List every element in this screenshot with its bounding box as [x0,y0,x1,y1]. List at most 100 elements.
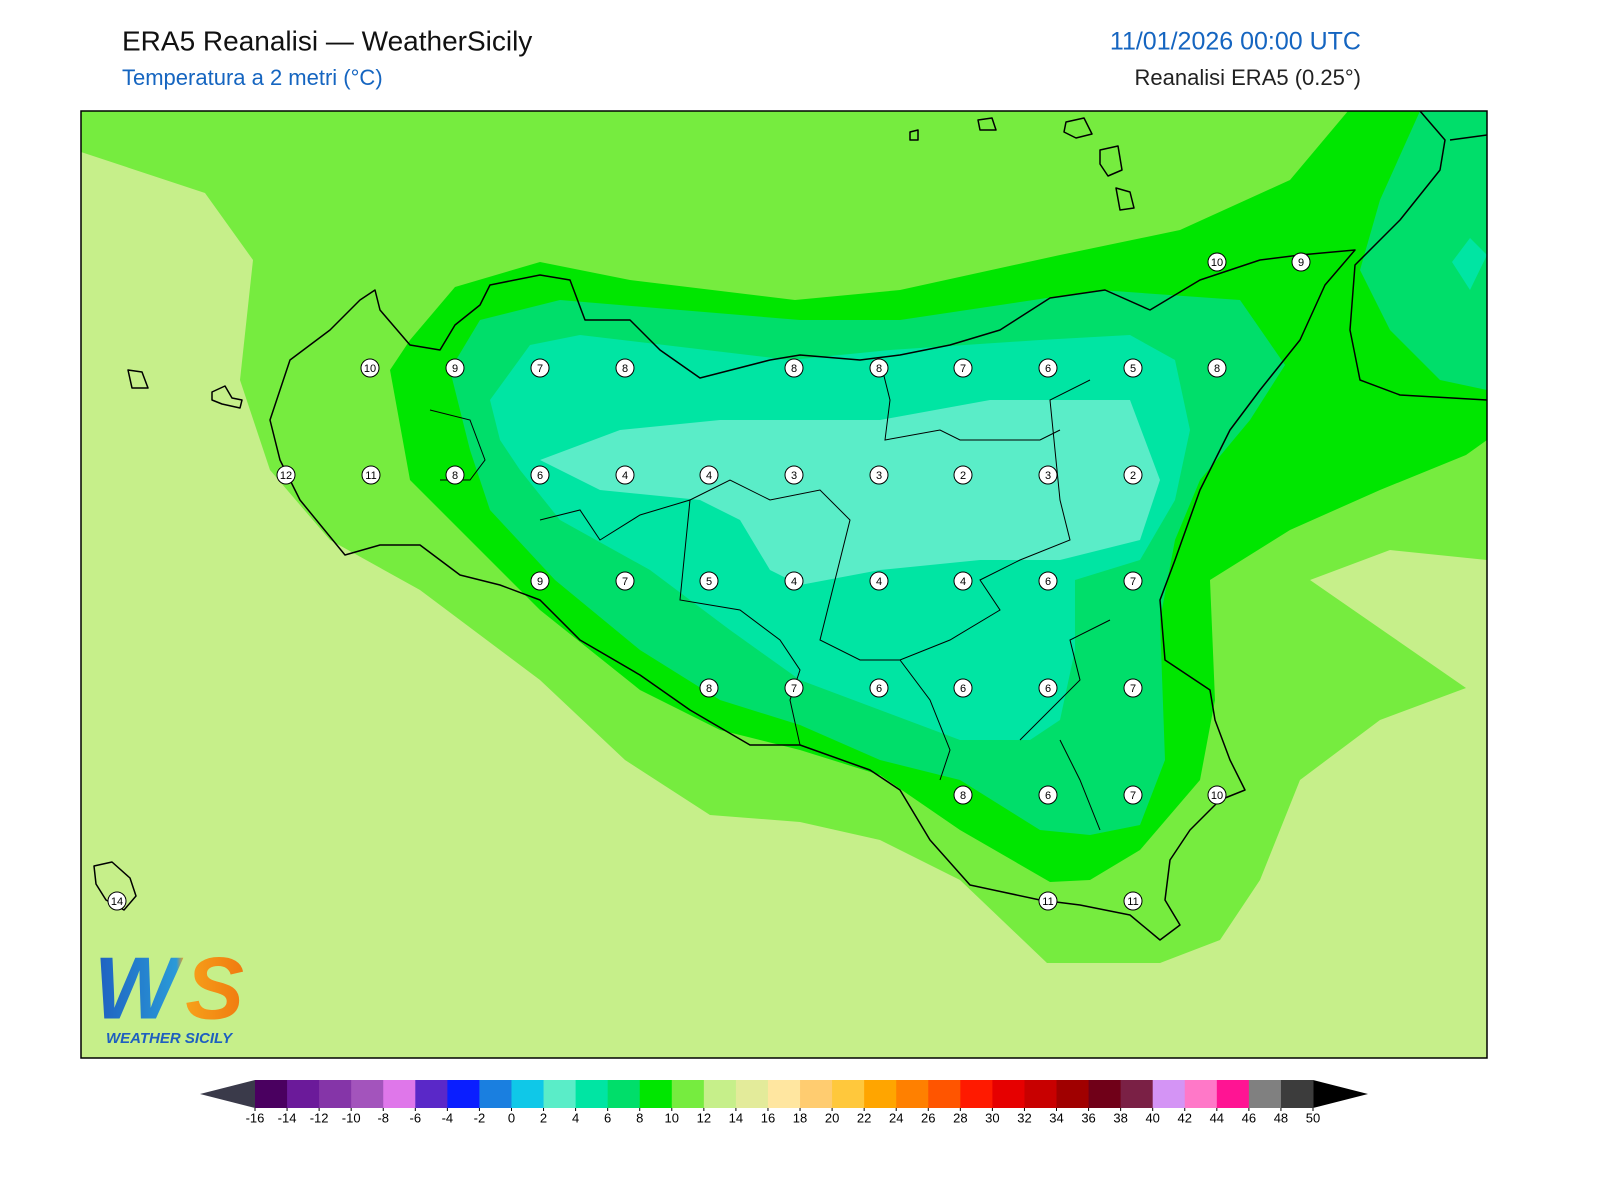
station-value: 3 [791,470,797,482]
colorbar-swatch [992,1080,1025,1108]
station-value: 6 [1045,576,1051,588]
colorbar-label: 0 [508,1110,515,1125]
station-value: 6 [1045,683,1051,695]
colorbar-swatch [447,1080,480,1108]
colorbar-label: 26 [921,1110,935,1125]
colorbar-swatch [287,1080,320,1108]
colorbar-label: 48 [1274,1110,1288,1125]
station-value: 11 [1127,896,1138,908]
colorbar-label: 14 [729,1110,743,1125]
colorbar-swatch [1088,1080,1122,1108]
station-value: 7 [960,363,966,375]
station-marker [445,358,465,378]
colorbar-label: -16 [246,1110,265,1125]
colorbar-label: -12 [310,1110,329,1125]
colorbar-swatch [1248,1080,1282,1108]
station-value: 4 [706,470,712,482]
station-marker [953,358,973,378]
station-marker [953,678,973,698]
station-value: 8 [706,683,712,695]
station-marker [1207,785,1227,805]
station-value: 4 [622,470,628,482]
station-value: 7 [1130,790,1136,802]
colorbar-label: -2 [474,1110,486,1125]
colorbar-swatch [639,1080,673,1108]
colorbar-swatch [1056,1080,1090,1108]
colorbar-swatch [896,1080,929,1108]
station-value: 9 [1298,257,1304,269]
colorbar-swatch [960,1080,993,1108]
field-4-6 [1452,238,1487,290]
station-marker [1123,891,1143,911]
station-marker [530,571,550,591]
station-value: 8 [1214,363,1220,375]
colorbar-label: 36 [1081,1110,1095,1125]
station-marker [1123,571,1143,591]
colorbar-swatch [607,1080,641,1108]
station-value: 4 [791,576,797,588]
station-value: 7 [791,683,797,695]
station-marker [1038,358,1058,378]
station-value: 9 [537,576,543,588]
colorbar-label: 50 [1306,1110,1320,1125]
station-value: 11 [1042,896,1053,908]
field-6-8 [1360,111,1487,390]
station-value: 5 [706,576,712,588]
station-value: 6 [1045,790,1051,802]
colorbar-label: 28 [953,1110,967,1125]
colorbar-label: 34 [1049,1110,1063,1125]
logo-name: WEATHER SICILY [106,1030,234,1047]
field-2-4 [540,400,1160,585]
colorbar-label: 30 [985,1110,999,1125]
datetime: 11/01/2026 00:00 UTC [1110,28,1361,56]
colorbar-label: 44 [1210,1110,1224,1125]
calabria-coast [1349,111,1487,401]
island [1063,117,1093,139]
colorbar-label: 6 [604,1110,611,1125]
colorbar-label: 38 [1113,1110,1127,1125]
colorbar-label: 2 [540,1110,547,1125]
logo-mark: WS [94,938,244,1037]
colorbar-label: 20 [825,1110,839,1125]
station-marker [530,465,550,485]
colorbar-swatch [928,1080,961,1108]
colorbar-swatch [255,1080,288,1108]
colorbar-swatch [1120,1080,1154,1108]
subtitle: Temperatura a 2 metri (°C) [122,65,383,90]
colorbar-swatch [351,1080,384,1108]
colorbar-label: 18 [793,1110,807,1125]
colorbar-label: 42 [1178,1110,1192,1125]
station-value: 7 [1130,683,1136,695]
station-value: 14 [111,896,123,908]
station-marker [615,571,635,591]
colorbar-swatch [1024,1080,1058,1108]
station-marker [1038,785,1058,805]
station-marker [360,358,380,378]
station-marker [276,465,296,485]
colorbar-swatch [703,1080,737,1108]
station-marker [1038,678,1058,698]
station-marker [1207,358,1227,378]
island [977,117,997,131]
colorbar-label: 40 [1145,1110,1159,1125]
colorbar-swatch [575,1080,609,1108]
station-marker [1207,252,1227,272]
station-value: 7 [1130,576,1136,588]
colorbar-label: -10 [342,1110,361,1125]
colorbar-label: 24 [889,1110,903,1125]
colorbar-swatch [543,1080,577,1108]
station-marker [615,358,635,378]
station-value: 8 [622,363,628,375]
station-value: 10 [364,363,376,375]
station-value: 2 [1130,470,1136,482]
stations: 10 9 10 9 7 8 8 8 7 6 5 8 12 11 8 6 4 4 3 3 2 3 2 9 7 5 4 4 4 6 7 8 7 6 6 6… [107,252,1311,911]
colorbar-swatch [671,1080,705,1108]
station-value: 6 [1045,363,1051,375]
station-marker [615,465,635,485]
station-value: 12 [280,470,292,482]
station-marker [699,678,719,698]
colorbar-label: -8 [377,1110,389,1125]
colorbar-swatch [319,1080,352,1108]
colorbar-label: 46 [1242,1110,1256,1125]
colorbar-swatch [767,1080,801,1108]
